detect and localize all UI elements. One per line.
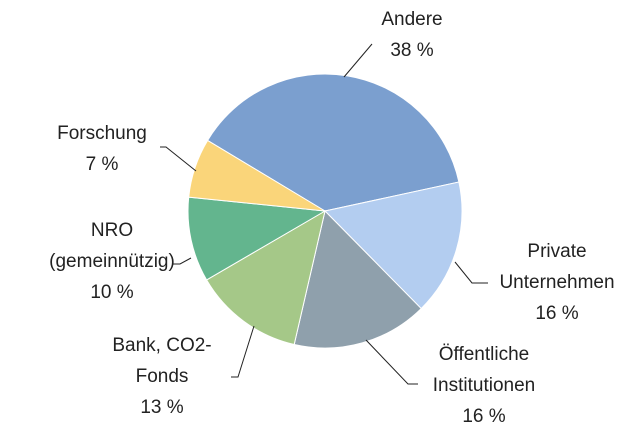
leader-line: [343, 43, 373, 78]
slice-label: Bank, CO2-Fonds: [112, 335, 211, 387]
value-label: 38 %: [390, 40, 433, 61]
slices: [187, 73, 463, 349]
leader-line: [365, 339, 418, 385]
pie-slice: [206, 73, 460, 212]
leader-line: [160, 146, 197, 172]
leader-lines: [160, 43, 488, 385]
slice-label: Andere: [381, 9, 442, 30]
slice-label: NRO (gemeinnützig): [49, 220, 175, 272]
value-label: 10 %: [90, 282, 133, 303]
slice-label: Öffentliche Institutionen: [433, 344, 535, 396]
value-label: 16 %: [462, 406, 505, 426]
leader-line: [454, 261, 488, 284]
slice-label: Forschung: [57, 123, 147, 144]
value-label: 7 %: [86, 154, 119, 175]
leader-line: [172, 257, 192, 265]
value-label: 13 %: [140, 397, 183, 418]
slice-label: Private Unternehmen: [499, 241, 614, 293]
pie-slice: [188, 139, 326, 212]
pie-slice: [205, 209, 326, 346]
pie-slice: [187, 196, 327, 281]
pie-slice: [293, 210, 422, 349]
value-label: 16 %: [535, 303, 578, 324]
pie-slice: [324, 181, 463, 310]
leader-line: [231, 325, 255, 378]
